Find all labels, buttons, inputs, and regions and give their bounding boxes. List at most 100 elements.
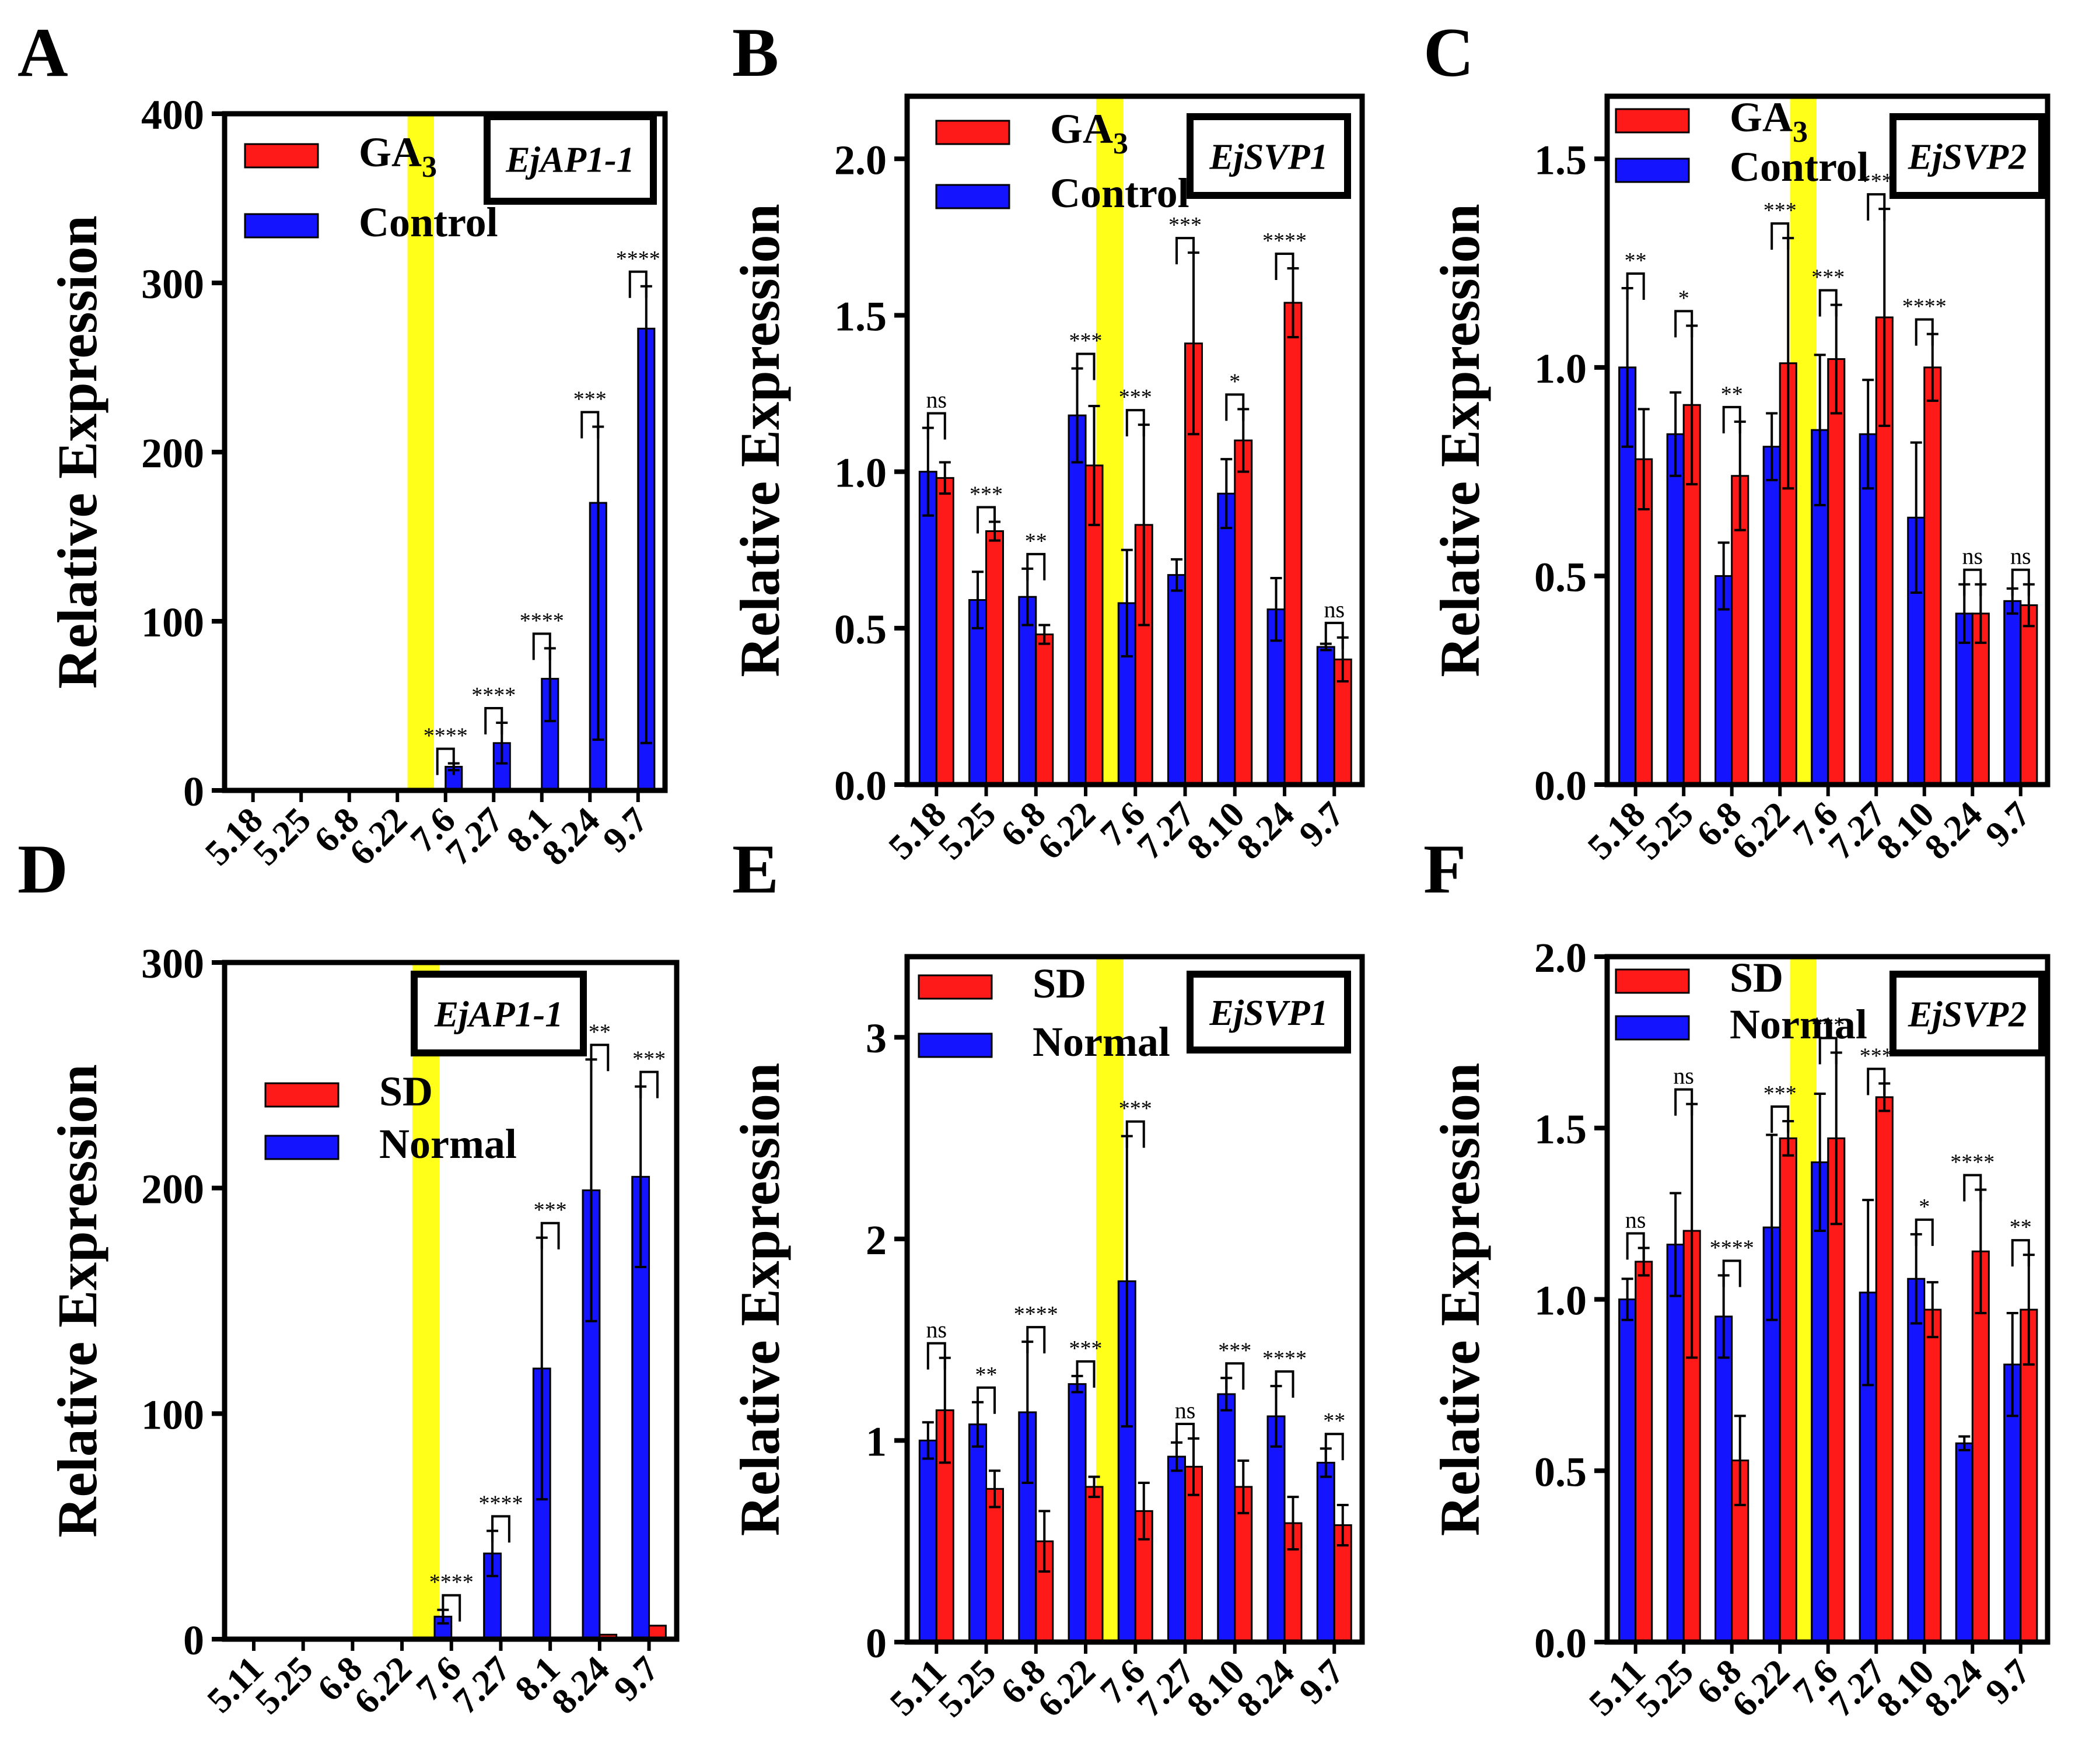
legend-label: SD	[1033, 960, 1086, 1007]
significance-label: **	[1625, 249, 1647, 273]
significance-8.1: ****	[520, 608, 564, 660]
significance-7.27: ***	[1860, 169, 1893, 221]
gene-name: EjSVP1	[1209, 138, 1328, 177]
y-tick-label: 2	[866, 1217, 887, 1264]
significance-bracket	[2011, 568, 2030, 596]
significance-bracket	[628, 270, 648, 298]
significance-bracket	[1722, 1259, 1741, 1287]
plot-frame	[904, 954, 1365, 1645]
significance-7.27: ns	[1175, 1397, 1195, 1450]
y-axis-label: Relative Expression	[729, 1063, 791, 1536]
bar-ga-8.10	[1234, 439, 1253, 786]
significance-label: **	[1721, 382, 1743, 407]
gene-name-frame	[1187, 971, 1351, 1054]
legend-swatch	[1615, 158, 1690, 183]
significance-label: ***	[1763, 198, 1797, 223]
y-tick-label: 1.0	[834, 450, 887, 496]
significance-7.6: ***	[1119, 385, 1152, 437]
gene-name: EjSVP2	[1908, 995, 2027, 1035]
significance-8.10: *	[1225, 369, 1245, 421]
y-tick-label: 1.5	[1534, 1106, 1587, 1153]
significance-label: ***	[1763, 1082, 1797, 1106]
y-tick-label: 1.5	[834, 293, 887, 340]
significance-6.22: ***	[1069, 329, 1103, 380]
significance-8.24: ns	[1962, 543, 1983, 596]
significance-bracket	[1818, 1037, 1838, 1065]
y-tick-label: 1.5	[1534, 136, 1587, 183]
significance-bracket	[1175, 1422, 1195, 1450]
significance-7.6: ***	[1811, 265, 1845, 317]
plot-frame	[222, 111, 668, 793]
plot-frame	[1604, 93, 2050, 788]
significance-label: ****	[471, 683, 516, 708]
significance-label: ****	[1014, 1302, 1058, 1326]
bar-control-6.22	[1068, 414, 1087, 786]
legend-item-normal: Normal	[264, 1121, 517, 1167]
y-tick-label: 0	[866, 1620, 887, 1667]
bar-normal-5.25	[1666, 1244, 1685, 1643]
significance-5.11: ns	[926, 1317, 947, 1370]
significance-5.18: **	[1625, 249, 1647, 300]
legend-item-sd: SD	[264, 1068, 433, 1115]
y-tick-label: 0	[183, 768, 204, 815]
significance-label: ***	[1119, 1097, 1152, 1121]
bar-ga-7.6	[1827, 358, 1846, 786]
legend-swatch	[1615, 1015, 1690, 1041]
significance-7.27: ***	[1860, 1044, 1893, 1096]
significance-label: ****	[1902, 295, 1947, 319]
significance-bracket	[491, 1515, 510, 1543]
significance-bracket	[1963, 1174, 1982, 1202]
y-tick-label: 3	[866, 1015, 887, 1062]
significance-7.27: ***	[1168, 213, 1202, 265]
significance-label: ns	[1673, 1063, 1694, 1089]
significance-bracket	[540, 1222, 560, 1250]
significance-7.27: ****	[478, 1491, 523, 1543]
significance-bracket	[1324, 1433, 1344, 1461]
significance-5.18: ns	[926, 387, 947, 440]
legend-label: Control	[1730, 144, 1869, 190]
significance-5.11: ns	[1625, 1206, 1646, 1260]
gene-name: EjSVP2	[1908, 138, 2027, 177]
bar-normal-5.11	[1618, 1298, 1637, 1643]
significance-label: ****	[424, 724, 468, 748]
y-axis-label: Relative Expression	[46, 1064, 109, 1538]
significance-bracket	[442, 1594, 461, 1622]
significance-bracket	[1674, 1088, 1693, 1116]
bar-normal-8.24	[1266, 1415, 1286, 1643]
significance-label: ***	[1860, 169, 1893, 194]
significance-bracket	[1770, 1105, 1790, 1133]
significance-label: ns	[926, 387, 947, 413]
gene-name-box: EjSVP1	[1187, 113, 1351, 199]
y-tick-label: 0.0	[834, 762, 887, 809]
bar-normal-8.10	[1907, 1278, 1926, 1643]
gene-name-box: EjAP1-1	[411, 971, 587, 1056]
significance-label: ****	[1710, 1236, 1754, 1260]
y-tick-label: 0.5	[1534, 554, 1587, 600]
significance-9.7: ns	[2010, 543, 2031, 596]
significance-label: ***	[970, 482, 1003, 506]
legend-label-subscript: 3	[1113, 127, 1128, 160]
bar-ga-5.18	[935, 477, 954, 786]
significance-bracket	[1674, 310, 1693, 338]
gene-name-frame	[411, 971, 587, 1056]
significance-7.6: ***	[1811, 1013, 1845, 1065]
legend-label: SD	[1730, 954, 1783, 1001]
significance-bracket	[532, 632, 551, 660]
significance-bracket	[1963, 568, 1982, 596]
legend-label-subscript: 3	[422, 150, 437, 184]
significance-bracket	[1818, 289, 1838, 317]
significance-6.8: **	[1721, 382, 1743, 433]
bar-normal-8.10	[1217, 1393, 1236, 1643]
gene-name-frame	[1889, 113, 2045, 199]
significance-label: ns	[926, 1317, 947, 1343]
bar-control-9.7	[2003, 600, 2022, 786]
panel-label-a: A	[18, 13, 68, 91]
gene-name: EjAP1-1	[505, 141, 634, 180]
panel-f: F Relative Expression 0.0 0.5 1.0 1.5 2.0 ns ns *…	[1423, 830, 2050, 1725]
gene-name-box: EjSVP2	[1889, 971, 2045, 1056]
significance-bracket	[580, 411, 600, 439]
significance-bracket	[1867, 1068, 1886, 1096]
significance-5.25: ***	[970, 482, 1003, 534]
bar-control-8.10	[1217, 492, 1236, 786]
legend-label: Normal	[1730, 1001, 1867, 1048]
